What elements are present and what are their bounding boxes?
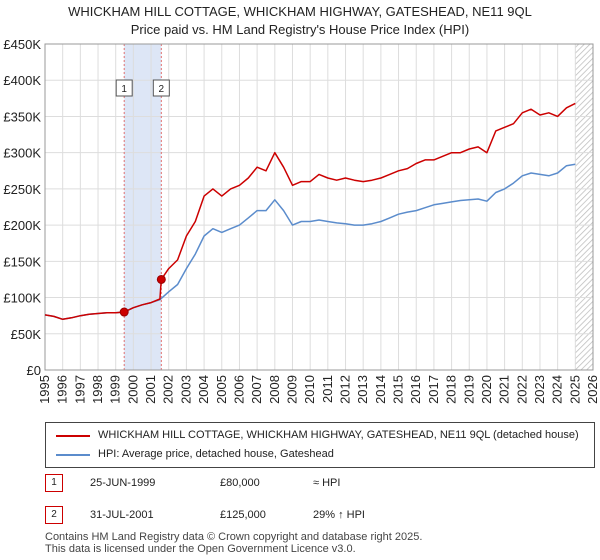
chart-title-line1: WHICKHAM HILL COTTAGE, WHICKHAM HIGHWAY,… bbox=[68, 4, 532, 19]
x-tick-label: 2026 bbox=[585, 375, 600, 404]
x-tick-label: 2000 bbox=[125, 375, 140, 404]
sale-price-1: £80,000 bbox=[220, 477, 260, 489]
y-tick-label: £300K bbox=[3, 146, 41, 161]
sale-badge-2: 2 bbox=[45, 506, 63, 524]
legend-label-property: WHICKHAM HILL COTTAGE, WHICKHAM HIGHWAY,… bbox=[98, 429, 579, 441]
series-line-property bbox=[44, 102, 576, 321]
x-tick-label: 2021 bbox=[497, 375, 512, 404]
x-tick-label: 2009 bbox=[284, 375, 299, 404]
x-tick-label: 2019 bbox=[461, 375, 476, 404]
sale-badge-1: 1 bbox=[45, 474, 63, 492]
x-tick-label: 2018 bbox=[444, 375, 459, 404]
sale-date-2: 31-JUL-2001 bbox=[90, 509, 154, 521]
x-tick-label: 1999 bbox=[108, 375, 123, 404]
x-tick-label: 1995 bbox=[37, 375, 52, 404]
x-tick-label: 1997 bbox=[72, 375, 87, 404]
footer-copyright: Contains HM Land Registry data © Crown c… bbox=[45, 531, 423, 543]
x-tick-label: 1996 bbox=[55, 375, 70, 404]
x-tick-label: 2014 bbox=[373, 375, 388, 404]
chart-title-line2: Price paid vs. HM Land Registry's House … bbox=[130, 22, 470, 37]
x-tick-label: 2006 bbox=[231, 375, 246, 404]
x-tick-label: 2017 bbox=[426, 375, 441, 404]
price-chart: £0 £50K £100K £150K £200K £250K £300K £350K £400… bbox=[3, 37, 600, 404]
legend-swatch-property bbox=[56, 435, 90, 437]
sale-date-1: 25-JUN-1999 bbox=[90, 477, 156, 489]
sale-marker-box-2 bbox=[152, 79, 170, 97]
legend-item-hpi: HPI: Average price, detached house, Gate… bbox=[46, 446, 594, 464]
y-tick-label: £400K bbox=[3, 73, 41, 88]
y-tick-label: £150K bbox=[3, 254, 41, 269]
sale-price-2: £125,000 bbox=[220, 509, 266, 521]
legend-item-property: WHICKHAM HILL COTTAGE, WHICKHAM HIGHWAY,… bbox=[46, 427, 594, 445]
x-tick-label: 2002 bbox=[161, 375, 176, 404]
x-tick-label: 2004 bbox=[196, 375, 211, 404]
x-tick-label: 2011 bbox=[320, 375, 335, 403]
x-tick-label: 2007 bbox=[249, 375, 264, 404]
y-tick-label: £50K bbox=[11, 327, 42, 342]
y-tick-label: £200K bbox=[3, 218, 41, 233]
sale-span-shading bbox=[124, 44, 162, 370]
sale-hpi-2: 29% ↑ HPI bbox=[313, 509, 365, 521]
future-hatch bbox=[575, 44, 593, 370]
x-tick-label: 2020 bbox=[479, 375, 494, 404]
x-tick-label: 2013 bbox=[355, 375, 370, 404]
x-tick-label: 2024 bbox=[550, 375, 565, 404]
footer-licence: This data is licensed under the Open Gov… bbox=[45, 543, 356, 555]
plot-frame bbox=[44, 43, 594, 371]
x-tick-label: 2022 bbox=[514, 375, 529, 404]
x-tick-label: 2008 bbox=[267, 375, 282, 404]
y-tick-label: £100K bbox=[3, 291, 41, 306]
x-tick-label: 2012 bbox=[338, 375, 353, 404]
sale-marker-box-1 bbox=[115, 79, 133, 97]
y-tick-label: £0 bbox=[27, 363, 41, 378]
sale-hpi-1: ≈ HPI bbox=[313, 477, 341, 489]
legend: WHICKHAM HILL COTTAGE, WHICKHAM HIGHWAY,… bbox=[45, 422, 595, 468]
x-tick-label: 2025 bbox=[567, 375, 582, 404]
sale-marker-label-1: 1 bbox=[121, 84, 127, 95]
x-tick-label: 2001 bbox=[143, 375, 158, 404]
legend-label-hpi: HPI: Average price, detached house, Gate… bbox=[98, 448, 334, 460]
x-tick-label: 2005 bbox=[214, 375, 229, 404]
legend-swatch-hpi bbox=[56, 454, 90, 456]
x-tick-label: 1998 bbox=[90, 375, 105, 404]
x-tick-label: 2015 bbox=[391, 375, 406, 404]
sale-marker-label-2: 2 bbox=[159, 84, 165, 95]
x-tick-label: 2016 bbox=[408, 375, 423, 404]
x-tick-label: 2023 bbox=[532, 375, 547, 404]
x-tick-label: 2010 bbox=[302, 375, 317, 404]
x-tick-label: 2003 bbox=[178, 375, 193, 404]
y-tick-label: £350K bbox=[3, 109, 41, 124]
sale-point-2 bbox=[156, 274, 166, 284]
y-tick-label: £450K bbox=[3, 37, 41, 52]
sale-point-1 bbox=[119, 307, 129, 317]
y-tick-label: £250K bbox=[3, 182, 41, 197]
